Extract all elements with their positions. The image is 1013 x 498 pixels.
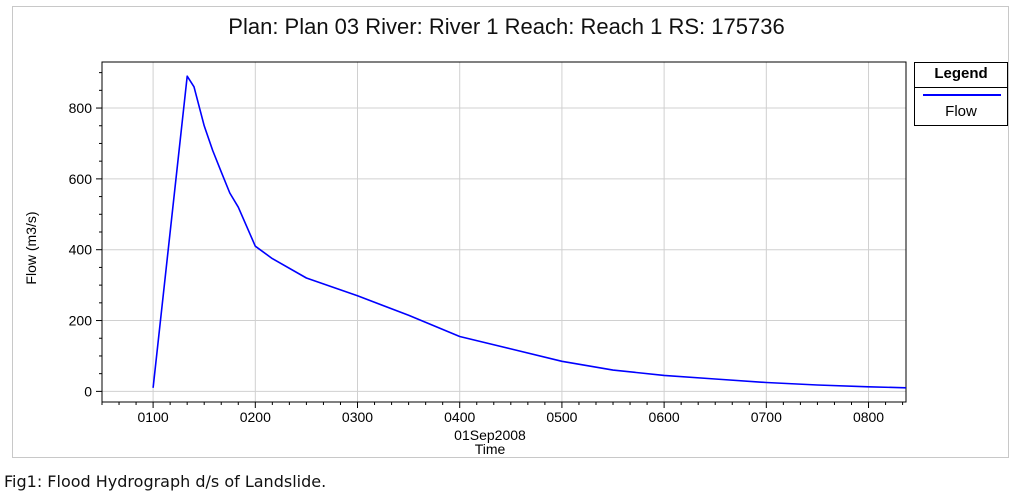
x-axis-date-label: 01Sep2008 bbox=[454, 427, 526, 443]
x-tick-label: 0700 bbox=[751, 409, 782, 425]
grid bbox=[102, 62, 906, 402]
x-tick-label: 0600 bbox=[649, 409, 680, 425]
x-tick-label: 0800 bbox=[853, 409, 884, 425]
x-tick-label: 0400 bbox=[444, 409, 475, 425]
figure-caption: Fig1: Flood Hydrograph d/s of Landslide. bbox=[4, 472, 327, 491]
legend-title: Legend bbox=[934, 65, 988, 82]
y-tick-label: 800 bbox=[69, 100, 93, 116]
x-axis-label: Time bbox=[475, 441, 506, 457]
series-layer bbox=[152, 75, 907, 389]
legend: Legend Flow bbox=[914, 62, 1008, 126]
x-tick-label: 0100 bbox=[138, 409, 169, 425]
y-axis-label: Flow (m3/s) bbox=[23, 211, 39, 284]
y-tick-label: 400 bbox=[69, 242, 93, 258]
legend-flow-swatch bbox=[923, 94, 1001, 96]
legend-flow-label: Flow bbox=[945, 103, 977, 120]
y-tick-label: 0 bbox=[84, 383, 92, 399]
y-tick-label: 600 bbox=[69, 171, 93, 187]
x-tick-label: 0500 bbox=[546, 409, 577, 425]
series-line-flow bbox=[152, 75, 907, 389]
x-tick-label: 0200 bbox=[240, 409, 271, 425]
axes: 0100 0200 0300 0400 0500 0600 0700 080002004006… bbox=[69, 61, 907, 425]
legend-divider bbox=[915, 87, 1007, 88]
y-tick-label: 200 bbox=[69, 313, 93, 329]
plot-border bbox=[101, 61, 907, 403]
chart-frame bbox=[12, 6, 1009, 458]
x-tick-label: 0300 bbox=[342, 409, 373, 425]
chart-title: Plan: Plan 03 River: River 1 Reach: Reac… bbox=[228, 14, 785, 39]
